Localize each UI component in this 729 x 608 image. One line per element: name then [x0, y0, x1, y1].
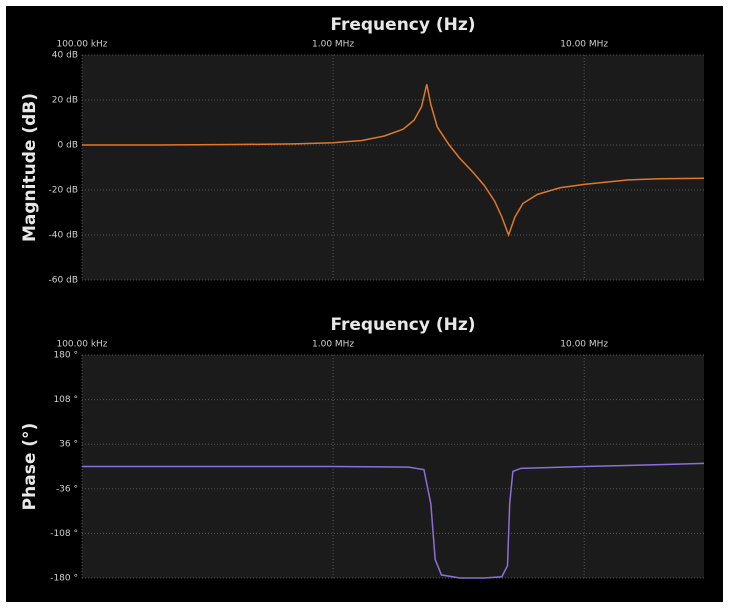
y-tick-label: -60 dB: [49, 276, 78, 286]
x-axis-title: Frequency (Hz): [330, 15, 475, 35]
y-tick-label: 20 dB: [52, 96, 78, 106]
y-tick-label: 108 °: [53, 395, 78, 405]
x-axis-title: Frequency (Hz): [330, 315, 475, 335]
plot-area: [82, 55, 704, 280]
y-tick-label: 180 °: [53, 351, 78, 361]
y-tick-label: -180 °: [50, 574, 78, 584]
data-line: [82, 462, 705, 579]
x-tick-label: 100.00 kHz: [56, 40, 107, 50]
x-tick-label: 10.00 MHz: [560, 40, 608, 50]
y-axis-title: Magnitude (dB): [20, 93, 40, 242]
data-line: [82, 84, 705, 238]
y-tick-label: -40 dB: [49, 231, 78, 241]
x-tick-label: 10.00 MHz: [560, 340, 608, 350]
y-tick-label: -108 °: [50, 529, 78, 539]
y-tick-label: -36 °: [56, 484, 78, 494]
x-tick-label: 100.00 kHz: [56, 340, 107, 350]
y-tick-label: 36 °: [59, 440, 78, 450]
y-axis-title: Phase (°): [20, 423, 40, 511]
y-tick-label: 0 dB: [58, 141, 78, 151]
y-tick-label: 40 dB: [52, 51, 78, 61]
x-tick-label: 1.00 MHz: [312, 340, 354, 350]
y-tick-label: -20 dB: [49, 186, 78, 196]
x-tick-label: 1.00 MHz: [312, 40, 354, 50]
